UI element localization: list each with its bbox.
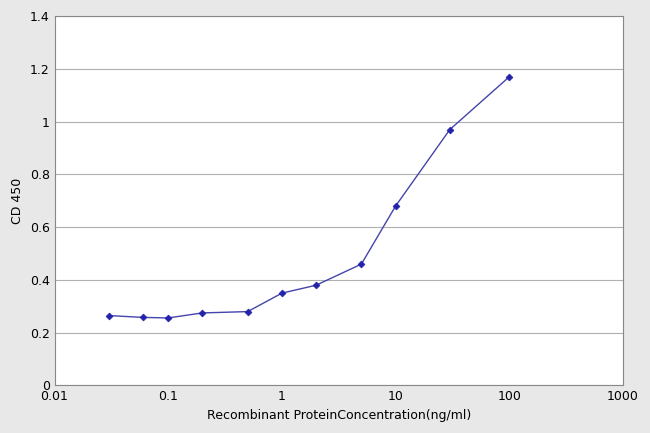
X-axis label: Recombinant ProteinConcentration(ng/ml): Recombinant ProteinConcentration(ng/ml) (207, 409, 471, 422)
Y-axis label: CD 450: CD 450 (11, 178, 24, 224)
